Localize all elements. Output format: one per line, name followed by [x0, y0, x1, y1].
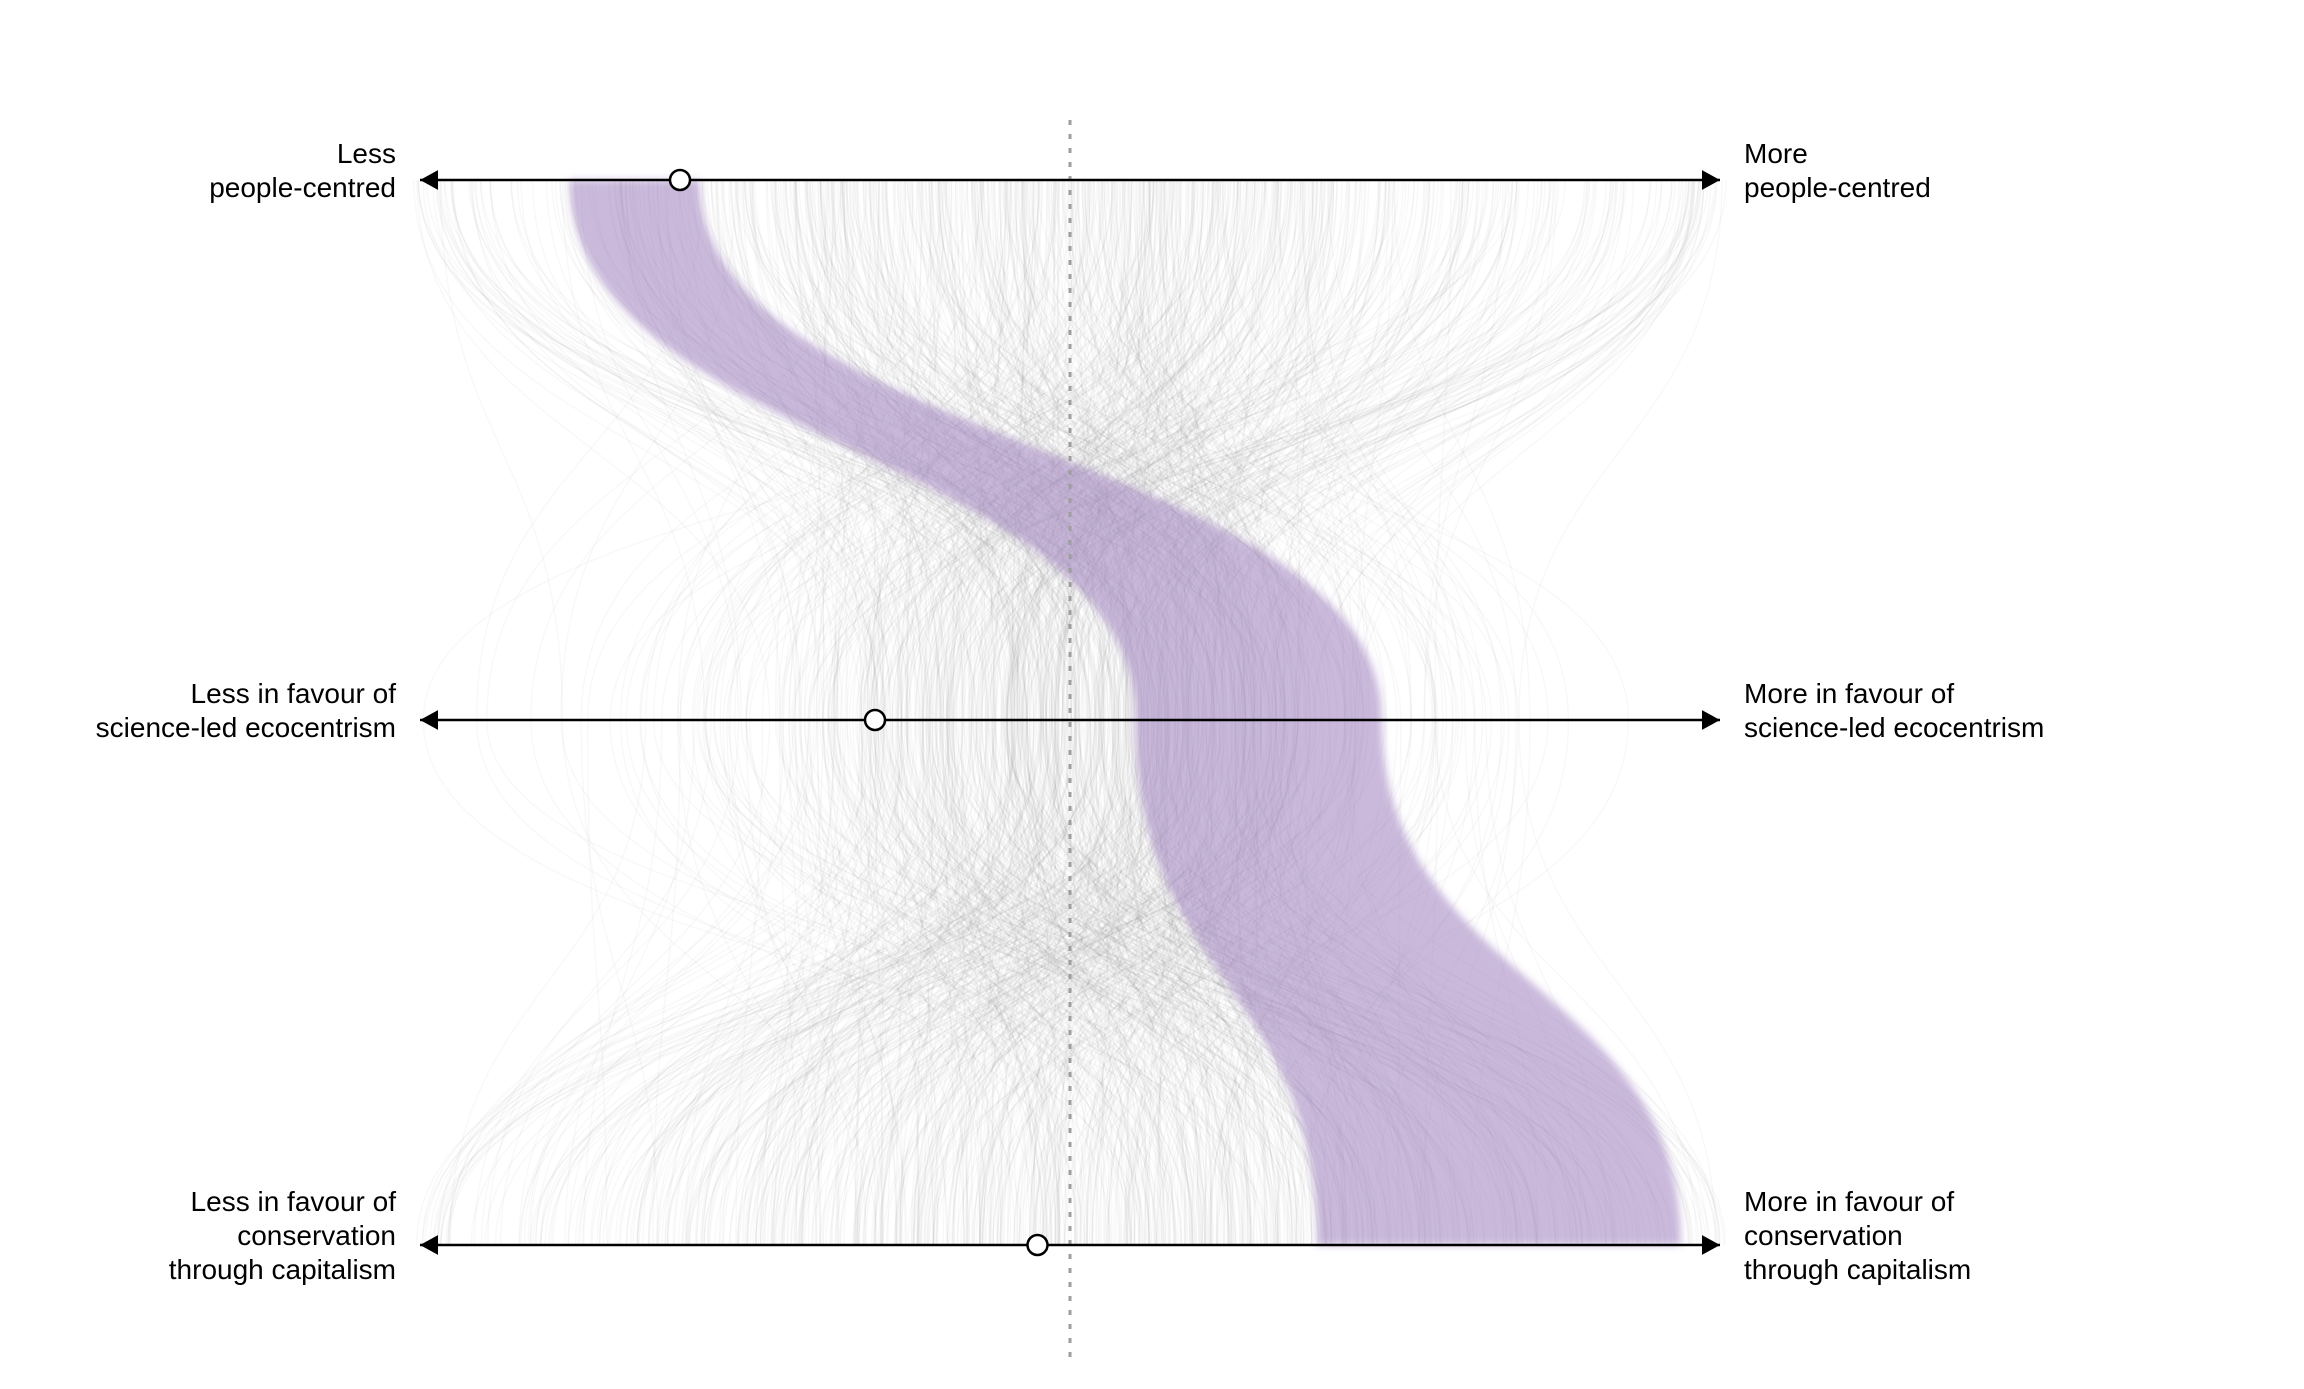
parallel-coordinates-chart: Lesspeople-centred Morepeople-centred Less… [0, 0, 2304, 1389]
axis-label-right-people-centred: Morepeople-centred [1744, 138, 1931, 203]
axis-label-right-conservation-through-capitalism: More in favour ofconservationthrough cap… [1744, 1186, 1971, 1285]
axis-label-right-science-led-ecocentrism: More in favour ofscience-led ecocentrism [1744, 678, 2044, 743]
axis-marker-people-centred[interactable] [670, 170, 690, 190]
axis-label-left-people-centred: Lesspeople-centred [209, 138, 396, 203]
axis-label-left-conservation-through-capitalism: Less in favour ofconservationthrough cap… [169, 1186, 396, 1285]
axis-marker-science-led-ecocentrism[interactable] [865, 710, 885, 730]
axis-label-left-science-led-ecocentrism: Less in favour ofscience-led ecocentrism [96, 678, 397, 743]
axis-marker-conservation-through-capitalism[interactable] [1028, 1235, 1048, 1255]
